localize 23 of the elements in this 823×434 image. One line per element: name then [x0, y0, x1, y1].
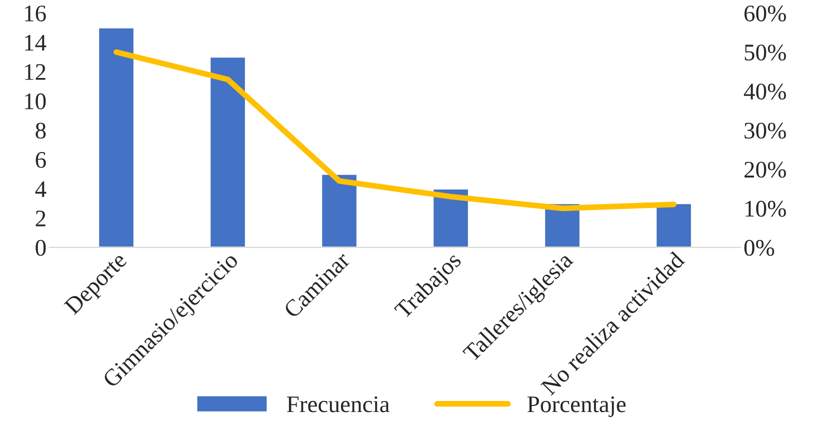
y-tick-label: 10 — [25, 93, 46, 110]
y-tick-label: 4 — [35, 181, 46, 197]
y2-tick-label: 20% — [744, 162, 786, 178]
y-tick-label: 16 — [25, 6, 46, 22]
bar — [432, 188, 470, 248]
y-tick-label: 6 — [36, 152, 46, 168]
y2-tick-label: 0% — [744, 240, 774, 256]
y-tick-label: 8 — [36, 122, 46, 139]
bar — [98, 26, 135, 248]
y2-tick-label: 30% — [744, 122, 786, 139]
y-tick-label: 14 — [25, 34, 46, 51]
legend-label: Frecuencia — [286, 396, 390, 412]
y-tick-label: 12 — [25, 64, 46, 80]
bar — [320, 173, 358, 248]
y2-tick-label: 10% — [746, 200, 786, 217]
y-tick-label: 2 — [36, 210, 46, 226]
y2-tick-label: 50% — [744, 44, 786, 61]
legend-label: Porcentaje — [527, 396, 626, 418]
y2-tick-label: 60% — [744, 6, 786, 22]
bar — [209, 56, 246, 248]
y-tick-label: 0 — [36, 240, 46, 256]
y2-tick-label: 40% — [744, 84, 786, 100]
bar — [655, 202, 692, 248]
